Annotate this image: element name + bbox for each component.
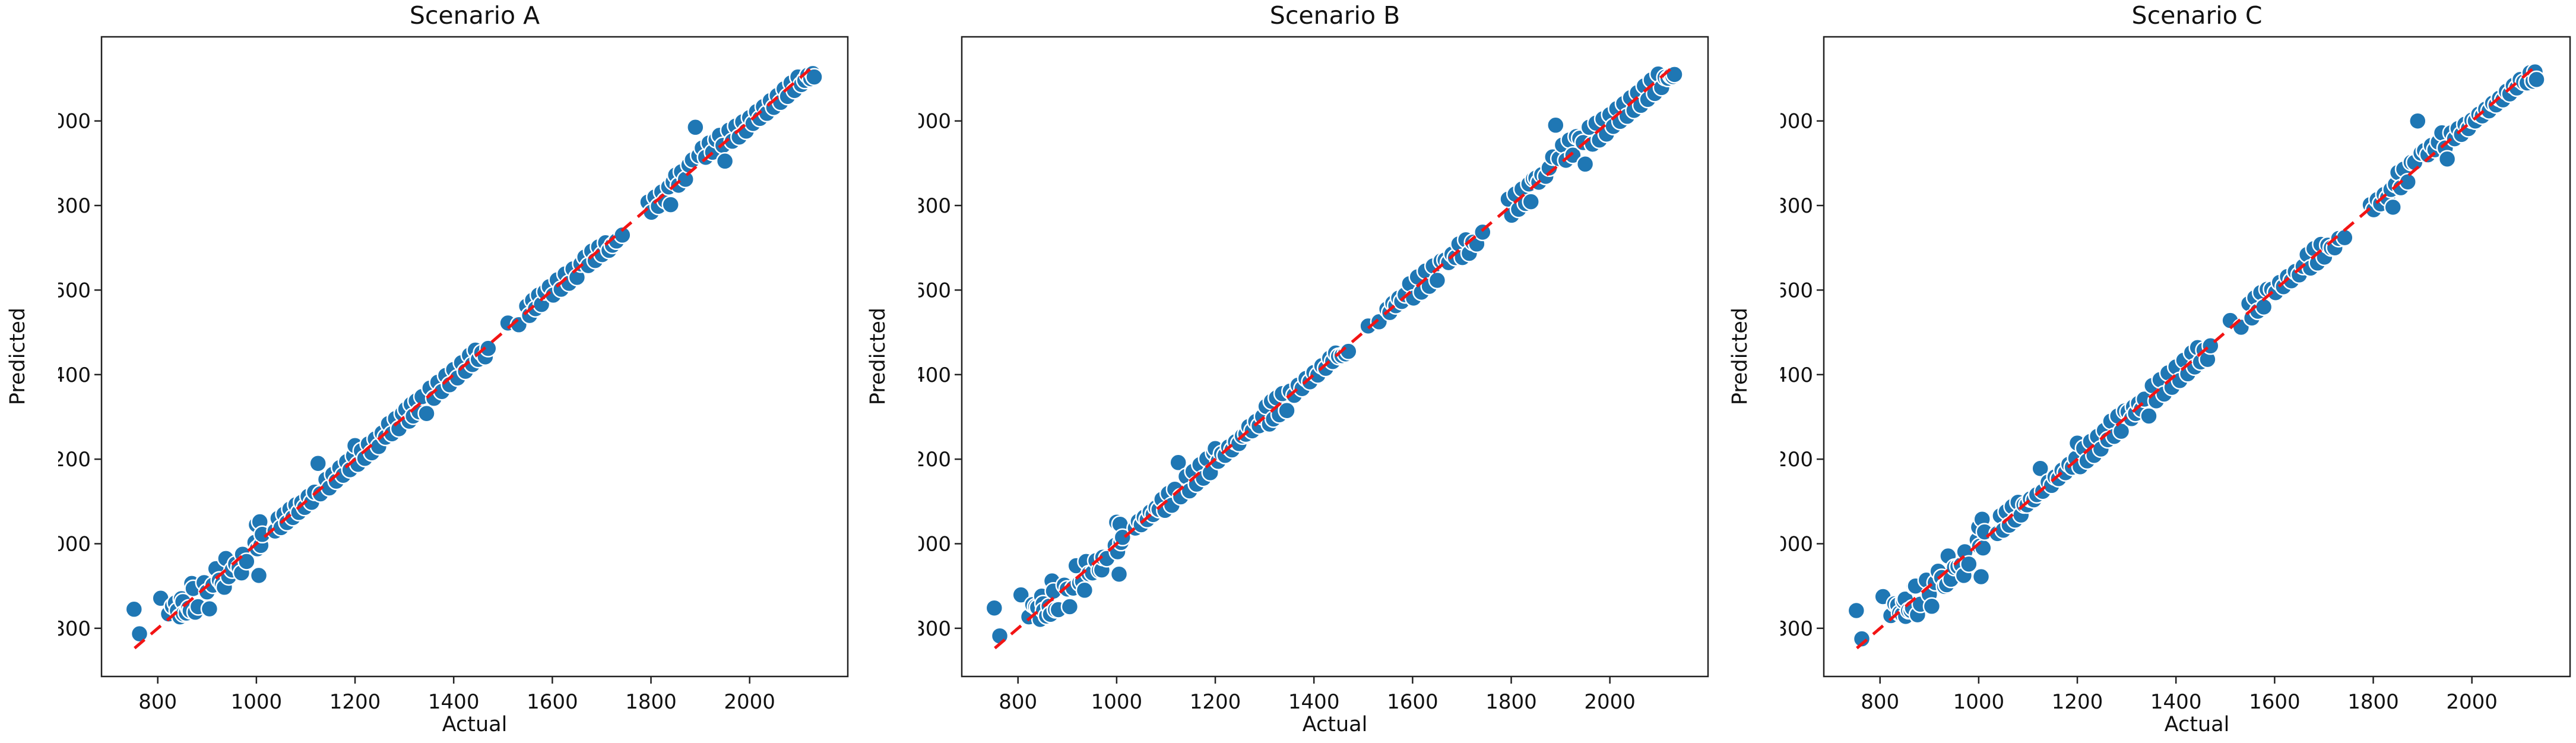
x-tick-label: 800 <box>999 690 1037 714</box>
x-tick-label: 2000 <box>724 690 775 714</box>
y-tick-label: 800 <box>1780 617 1813 641</box>
y-axis-label: Predicted <box>866 307 890 406</box>
scatter-plot: 800 1000 1200 1400 1600 1800 2000 800 1000 1200 14… <box>58 36 849 714</box>
scatter-points <box>125 64 823 643</box>
y-axis-label: Predicted <box>6 307 30 406</box>
axis-ticks: 800 1000 1200 1400 1600 1800 2000 800 1000 1200 14… <box>918 110 1636 714</box>
x-tick-label: 1000 <box>231 690 283 714</box>
x-tick-label: 1000 <box>1091 690 1143 714</box>
x-tick-label: 1800 <box>1485 690 1537 714</box>
subplot-title: Scenario A <box>409 1 540 30</box>
axes-frame <box>100 36 849 678</box>
y-tick-label: 1600 <box>918 279 951 302</box>
x-tick-label: 1000 <box>1953 690 2005 714</box>
scatter-points <box>1847 62 2546 648</box>
x-axis-label: Actual <box>442 713 508 736</box>
y-tick-label: 1200 <box>58 448 91 472</box>
y-axis-label: Predicted <box>1728 307 1752 406</box>
y-tick-label: 1000 <box>58 532 91 556</box>
x-tick-label: 1200 <box>2052 690 2103 714</box>
y-tick-label: 1400 <box>1780 363 1813 387</box>
x-tick-label: 1400 <box>2150 690 2202 714</box>
subplot-scenario-b: Scenario B Predicted 800 1000 1200 1400 1600… <box>866 0 1709 743</box>
x-tick-label: 1400 <box>1288 690 1340 714</box>
y-tick-label: 1800 <box>918 194 951 218</box>
y-tick-label: 800 <box>58 617 91 641</box>
y-tick-label: 2000 <box>58 110 91 134</box>
identity-line <box>134 64 816 650</box>
axes-frame <box>1823 36 2571 678</box>
x-tick-label: 800 <box>1861 690 1899 714</box>
y-tick-label: 1400 <box>58 363 91 387</box>
y-tick-label: 1600 <box>58 279 91 302</box>
x-axis-label: Actual <box>2164 713 2230 736</box>
x-tick-label: 2000 <box>1584 690 1636 714</box>
y-tick-label: 1000 <box>918 532 951 556</box>
axes-frame <box>961 36 1709 678</box>
y-tick-label: 1000 <box>1780 532 1813 556</box>
subplot-title: Scenario C <box>2131 1 2263 30</box>
subplot-scenario-c: Scenario C Predicted 800 1000 1200 1400 1600… <box>1728 0 2571 743</box>
y-tick-label: 1600 <box>1780 279 1813 302</box>
y-tick-label: 1400 <box>918 363 951 387</box>
x-tick-label: 1600 <box>1387 690 1438 714</box>
scatter-points <box>985 65 1684 645</box>
subplot-scenario-a: Scenario A Predicted 800 1000 1200 1400 1600… <box>6 0 849 743</box>
x-tick-label: 800 <box>138 690 177 714</box>
x-tick-label: 1200 <box>329 690 381 714</box>
axis-ticks: 800 1000 1200 1400 1600 1800 2000 800 1000 1200 14… <box>1780 110 2498 714</box>
y-tick-label: 1200 <box>1780 448 1813 472</box>
scatter-plot: 800 1000 1200 1400 1600 1800 2000 800 1000 1200 14… <box>918 36 1709 714</box>
y-tick-label: 1800 <box>1780 194 1813 218</box>
x-tick-label: 1200 <box>1190 690 1241 714</box>
x-tick-label: 1800 <box>2347 690 2399 714</box>
y-tick-label: 2000 <box>1780 110 1813 134</box>
x-tick-label: 1800 <box>625 690 677 714</box>
x-tick-label: 1400 <box>428 690 480 714</box>
x-tick-label: 1600 <box>2249 690 2301 714</box>
scatter-plot: 800 1000 1200 1400 1600 1800 2000 800 1000 1200 14… <box>1780 36 2571 714</box>
y-tick-label: 2000 <box>918 110 951 134</box>
axis-ticks: 800 1000 1200 1400 1600 1800 2000 800 1000 1200 14… <box>58 110 775 714</box>
x-tick-label: 1600 <box>527 690 578 714</box>
x-axis-label: Actual <box>1302 713 1368 736</box>
x-tick-label: 2000 <box>2446 690 2498 714</box>
y-tick-label: 800 <box>918 617 951 641</box>
subplot-title: Scenario B <box>1269 1 1401 30</box>
y-tick-label: 1200 <box>918 448 951 472</box>
y-tick-label: 1800 <box>58 194 91 218</box>
